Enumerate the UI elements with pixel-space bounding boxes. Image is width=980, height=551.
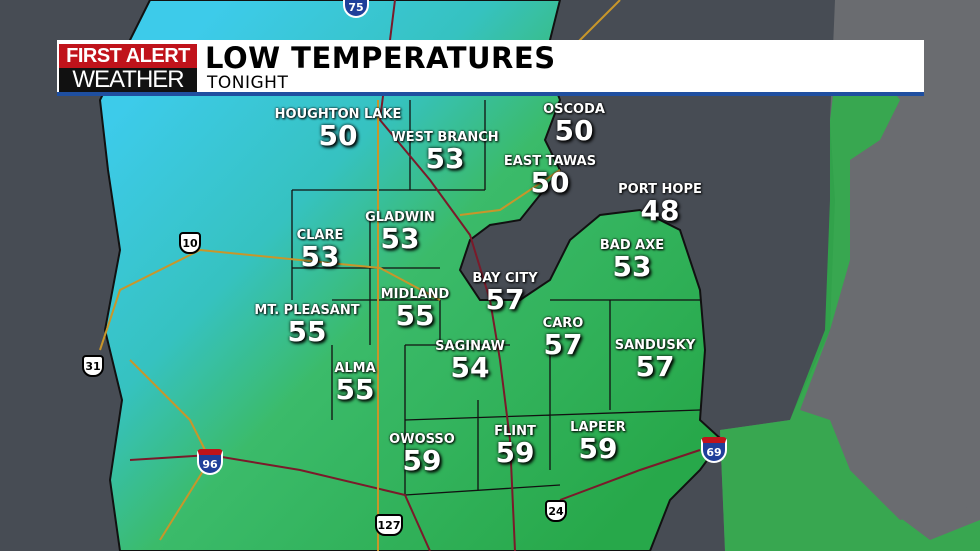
city-low-temp: 55	[287, 315, 327, 348]
city-name: OSCODA	[543, 102, 605, 117]
ontario-inner	[845, 120, 980, 520]
city-low-temp: 57	[485, 283, 525, 316]
first-alert-weather-logo: FIRST ALERT WEATHER	[59, 44, 197, 92]
city-label: MIDLAND 55	[381, 287, 450, 330]
city-name: CARO	[542, 316, 584, 331]
city-low-temp: 53	[612, 250, 652, 283]
city-name: BAD AXE	[599, 238, 665, 253]
logo-bottom-text: WEATHER	[59, 68, 197, 92]
interstate-69-shield: 69	[701, 437, 727, 463]
us-31-shield: 31	[82, 355, 104, 377]
city-low-temp: 53	[380, 222, 420, 255]
city-low-temp: 59	[402, 444, 442, 477]
city-name: SAGINAW	[435, 339, 505, 354]
city-name: PORT HOPE	[618, 182, 702, 197]
city-name: LAPEER	[570, 420, 626, 435]
city-low-temp: 48	[640, 194, 680, 227]
city-low-temp: 54	[450, 351, 490, 384]
city-name: OWOSSO	[389, 432, 455, 447]
city-label: OWOSSO 59	[389, 432, 455, 475]
city-label: BAD AXE 53	[600, 238, 664, 281]
city-label: BAY CITY 57	[472, 271, 537, 314]
us-24-shield: 24	[545, 500, 567, 522]
city-name: HOUGHTON LAKE	[274, 107, 402, 122]
page-subtitle: TONIGHT	[207, 73, 289, 93]
city-name: WEST BRANCH	[391, 130, 499, 145]
city-low-temp: 59	[578, 432, 618, 465]
city-low-temp: 50	[318, 119, 358, 152]
city-label: MT. PLEASANT 55	[254, 303, 359, 346]
city-name: EAST TAWAS	[503, 154, 597, 169]
city-label: LAPEER 59	[570, 420, 626, 463]
city-name: CLARE	[296, 228, 344, 243]
city-label: WEST BRANCH 53	[391, 130, 498, 173]
city-low-temp: 59	[495, 436, 535, 469]
city-low-temp: 50	[530, 166, 570, 199]
city-name: GLADWIN	[365, 210, 435, 225]
city-label: CARO 57	[543, 316, 584, 359]
interstate-96-shield: 96	[197, 449, 223, 475]
title-banner: FIRST ALERT WEATHER LOW TEMPERATURES TON…	[57, 40, 924, 96]
michigan-land	[98, 0, 724, 551]
city-name: BAY CITY	[472, 271, 538, 286]
city-name: FLINT	[494, 424, 536, 439]
city-low-temp: 53	[425, 142, 465, 175]
city-low-temp: 57	[543, 328, 583, 361]
city-label: EAST TAWAS 50	[504, 154, 596, 197]
city-label: GLADWIN 53	[365, 210, 435, 253]
roads	[99, 0, 701, 551]
city-label: OSCODA 50	[543, 102, 605, 145]
us-127-shield: 127	[375, 514, 403, 536]
us-10-shield: 10	[179, 232, 201, 254]
city-label: FLINT 59	[494, 424, 536, 467]
city-label: SAGINAW 54	[435, 339, 505, 382]
city-label: SANDUSKY 57	[615, 338, 696, 381]
interstate-75-shield: 75	[343, 0, 369, 18]
city-low-temp: 53	[300, 240, 340, 273]
city-low-temp: 55	[395, 299, 435, 332]
city-label: HOUGHTON LAKE 50	[275, 107, 402, 150]
logo-top-text: FIRST ALERT	[59, 44, 197, 68]
city-label: CLARE 53	[297, 228, 344, 271]
city-name: ALMA	[334, 361, 376, 376]
city-name: SANDUSKY	[614, 338, 696, 353]
city-name: MT. PLEASANT	[254, 303, 360, 318]
city-label: PORT HOPE 48	[618, 182, 702, 225]
city-low-temp: 50	[554, 114, 594, 147]
city-low-temp: 55	[335, 373, 375, 406]
city-low-temp: 57	[635, 350, 675, 383]
city-name: MIDLAND	[380, 287, 450, 302]
page-title: LOW TEMPERATURES	[205, 41, 556, 75]
city-label: ALMA 55	[334, 361, 375, 404]
ontario-fringe	[720, 60, 980, 551]
county-lines	[291, 100, 701, 496]
